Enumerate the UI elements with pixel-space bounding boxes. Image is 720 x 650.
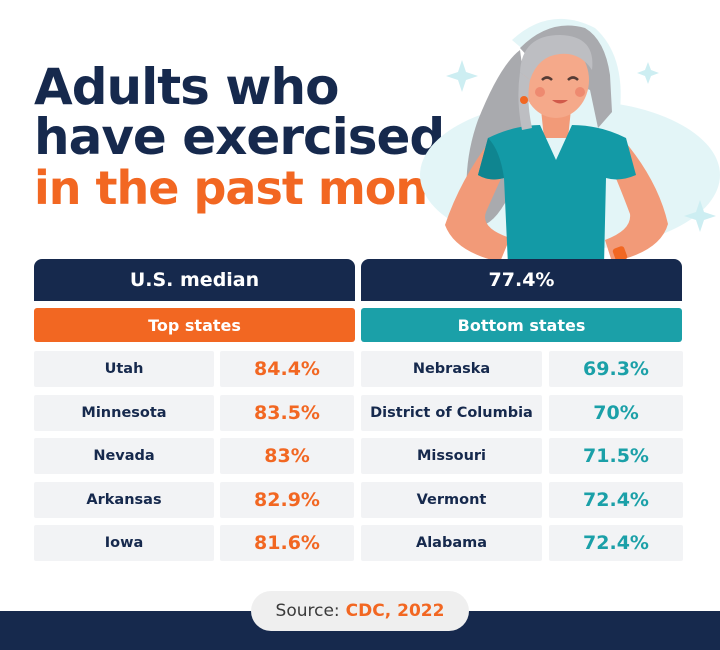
state-value: 72.4% bbox=[549, 525, 683, 561]
state-name: Iowa bbox=[34, 525, 214, 561]
state-value: 69.3% bbox=[549, 351, 683, 387]
state-name: Missouri bbox=[361, 438, 542, 474]
table-row: Iowa 81.6% bbox=[34, 525, 354, 561]
state-name: Nebraska bbox=[361, 351, 542, 387]
table-row: Utah 84.4% bbox=[34, 351, 354, 387]
median-value-header: 77.4% bbox=[361, 259, 682, 301]
source-citation: CDC, 2022 bbox=[345, 601, 445, 621]
source-badge: Source: CDC, 2022 bbox=[251, 591, 469, 631]
state-value: 84.4% bbox=[220, 351, 354, 387]
state-name: Utah bbox=[34, 351, 214, 387]
state-name: Arkansas bbox=[34, 481, 214, 518]
state-name: Alabama bbox=[361, 525, 542, 561]
state-name: Nevada bbox=[34, 438, 214, 474]
table-row: Missouri 71.5% bbox=[361, 438, 683, 474]
state-value: 72.4% bbox=[549, 481, 683, 518]
top-states-header: Top states bbox=[34, 308, 355, 342]
top-states-label: Top states bbox=[148, 315, 241, 335]
state-value: 83.5% bbox=[220, 394, 354, 431]
infographic-title: Adults who have exercised in the past mo… bbox=[34, 58, 481, 215]
bottom-states-label: Bottom states bbox=[457, 315, 586, 335]
table-row: Nebraska 69.3% bbox=[361, 351, 683, 387]
bottom-states-header: Bottom states bbox=[361, 308, 682, 342]
state-value: 83% bbox=[220, 438, 354, 474]
table-row: Minnesota 83.5% bbox=[34, 394, 354, 431]
title-line-1: Adults who bbox=[34, 58, 339, 116]
median-value: 77.4% bbox=[488, 269, 555, 291]
source-label: Source: bbox=[275, 601, 340, 621]
woman-illustration bbox=[420, 18, 720, 265]
table-row: District of Columbia 70% bbox=[361, 394, 683, 431]
top-states-table: Utah 84.4% Minnesota 83.5% Nevada 83% Ar… bbox=[34, 351, 354, 569]
state-value: 81.6% bbox=[220, 525, 354, 561]
state-value: 70% bbox=[549, 394, 683, 431]
state-name: Vermont bbox=[361, 481, 542, 518]
state-value: 82.9% bbox=[220, 481, 354, 518]
table-row: Nevada 83% bbox=[34, 438, 354, 474]
state-name: District of Columbia bbox=[361, 394, 542, 431]
state-value: 71.5% bbox=[549, 438, 683, 474]
title-line-2: have exercised bbox=[34, 108, 445, 166]
title-line-3: in the past month bbox=[34, 161, 481, 215]
state-name: Minnesota bbox=[34, 394, 214, 431]
median-label-header: U.S. median bbox=[34, 259, 355, 301]
bottom-states-table: Nebraska 69.3% District of Columbia 70% … bbox=[361, 351, 683, 569]
table-row: Vermont 72.4% bbox=[361, 481, 683, 518]
table-row: Arkansas 82.9% bbox=[34, 481, 354, 518]
sparkle-icon bbox=[446, 60, 716, 232]
median-label: U.S. median bbox=[129, 269, 260, 291]
table-row: Alabama 72.4% bbox=[361, 525, 683, 561]
